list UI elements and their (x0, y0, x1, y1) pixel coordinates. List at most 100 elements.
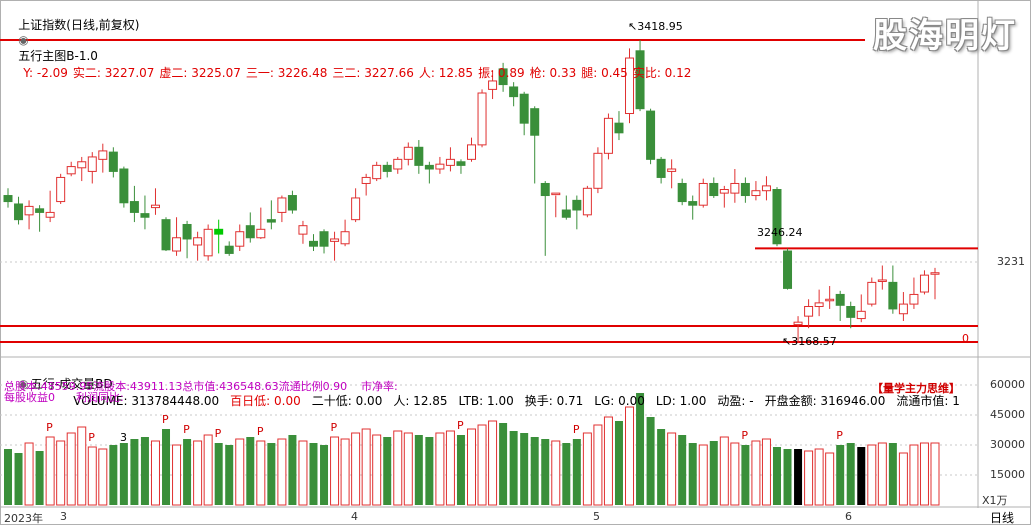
candle-down (519, 93, 529, 124)
candle-up (340, 231, 350, 245)
high-label-value: 3418.95 (637, 20, 683, 33)
volume-bar (383, 437, 392, 505)
indicator-name[interactable]: 五行主图B-1.0 (18, 49, 98, 63)
volume-item: 人: 12.85 (393, 394, 448, 408)
price-y-tick: 3231 (997, 255, 1025, 268)
volume-bar (794, 449, 803, 505)
candle-up (551, 192, 561, 196)
candle-up (445, 158, 455, 166)
volume-bar (625, 406, 635, 506)
candle-down (888, 281, 898, 310)
volume-bar (193, 440, 203, 506)
volume-bar (320, 445, 329, 505)
candle-up (98, 150, 108, 160)
volume-bar (761, 438, 771, 506)
volume-bar (804, 450, 814, 506)
volume-bar (867, 444, 877, 506)
x-axis-year: 2023年 (4, 512, 43, 525)
candle-up (582, 187, 592, 216)
volume-bar (14, 453, 23, 505)
x-axis-month: 4 (351, 510, 358, 523)
candle-up (825, 298, 835, 302)
volume-bar (541, 439, 550, 505)
volume-bar (140, 437, 149, 505)
indicator-settings-icon[interactable]: ◉ (18, 33, 29, 47)
candle-down (677, 182, 687, 203)
volume-bar (520, 433, 529, 505)
indicator-item: 三一: 3226.48 (245, 66, 328, 80)
volume-bar (719, 436, 729, 506)
low-label: ↖3168.57 (782, 335, 837, 348)
candle-down (688, 201, 698, 206)
candle-down (656, 158, 666, 178)
volume-settings-icon[interactable]: ◉ (18, 377, 29, 391)
volume-item: 开盘金额: 316946.00 (764, 394, 886, 408)
candle-up (593, 152, 603, 189)
level-label: 3246.24 (757, 226, 803, 239)
indicator-item: 三二: 3227.66 (332, 66, 414, 80)
candle-down (740, 182, 750, 197)
fundamentals-line2: 每股收益0 利润同比: (4, 391, 124, 404)
volume-bar (340, 438, 350, 506)
candle-up (56, 176, 66, 203)
candle-up (203, 228, 213, 257)
volume-bar (277, 438, 287, 506)
candle-down (245, 225, 255, 239)
candle-up (256, 228, 266, 239)
period-selector[interactable]: 日线 (990, 511, 1015, 525)
volume-item: 百日低: 0.00 (230, 394, 301, 408)
volume-bar (87, 446, 97, 506)
indicator-item: 虚二: 3225.07 (159, 66, 241, 80)
volume-bar (730, 442, 740, 506)
p-marker: P (215, 427, 222, 440)
volume-bar (309, 443, 318, 505)
candle-down (382, 164, 392, 172)
candle-up (477, 92, 487, 146)
volume-bar (414, 435, 423, 505)
candle-down (835, 293, 845, 306)
indicator-item: 人: 12.85 (418, 66, 474, 80)
candle-down (108, 151, 118, 172)
candle-down (129, 201, 139, 213)
volume-bar (256, 440, 266, 506)
volume-bar (488, 420, 498, 506)
volume-bar (203, 434, 213, 506)
volume-item: LTB: 1.00 (458, 394, 514, 408)
candle-up (372, 164, 382, 180)
volume-bar (646, 417, 655, 505)
volume-bar (267, 443, 276, 505)
candle-up (919, 274, 929, 293)
candle-up (24, 205, 34, 216)
volume-bar (772, 447, 781, 505)
price-header: 上证指数(日线,前复权) ◉ 五行主图B-1.0 Y: -2.09 实二: 322… (3, 2, 691, 95)
volume-bar (425, 437, 434, 505)
volume-bar (351, 432, 361, 506)
candle-up (45, 211, 55, 218)
volume-bar (657, 429, 666, 505)
candle-up (730, 182, 740, 194)
candle-down (772, 189, 782, 245)
candle-up (867, 281, 877, 305)
volume-bar (45, 436, 55, 506)
candle-up (403, 146, 413, 160)
candle-down (540, 182, 550, 197)
candle-up (719, 189, 729, 194)
candle-down (646, 110, 656, 160)
indicator-item: 振: 0.89 (478, 66, 525, 80)
indicator-item: 实二: 3227.07 (72, 66, 155, 80)
candle-up (761, 185, 771, 192)
indicator-item: 实比: 0.12 (632, 66, 692, 80)
volume-bar (709, 441, 718, 505)
volume-indicator-name[interactable]: 五行-成交量BD (30, 377, 113, 391)
volume-bar (688, 443, 697, 505)
volume-bar (246, 437, 255, 505)
p-marker: P (162, 413, 169, 426)
indicator-item: 枪: 0.33 (529, 66, 577, 80)
volume-bar (678, 435, 687, 505)
volume-header: ◉ 五行-成交量BD VOLUME: 313784448.00 百日低: 0.00 二… (3, 361, 972, 423)
watermark: 股海明灯 (873, 16, 1017, 56)
candle-up (909, 293, 919, 305)
p-marker: P (331, 421, 338, 434)
volume-item: LG: 0.00 (594, 394, 645, 408)
